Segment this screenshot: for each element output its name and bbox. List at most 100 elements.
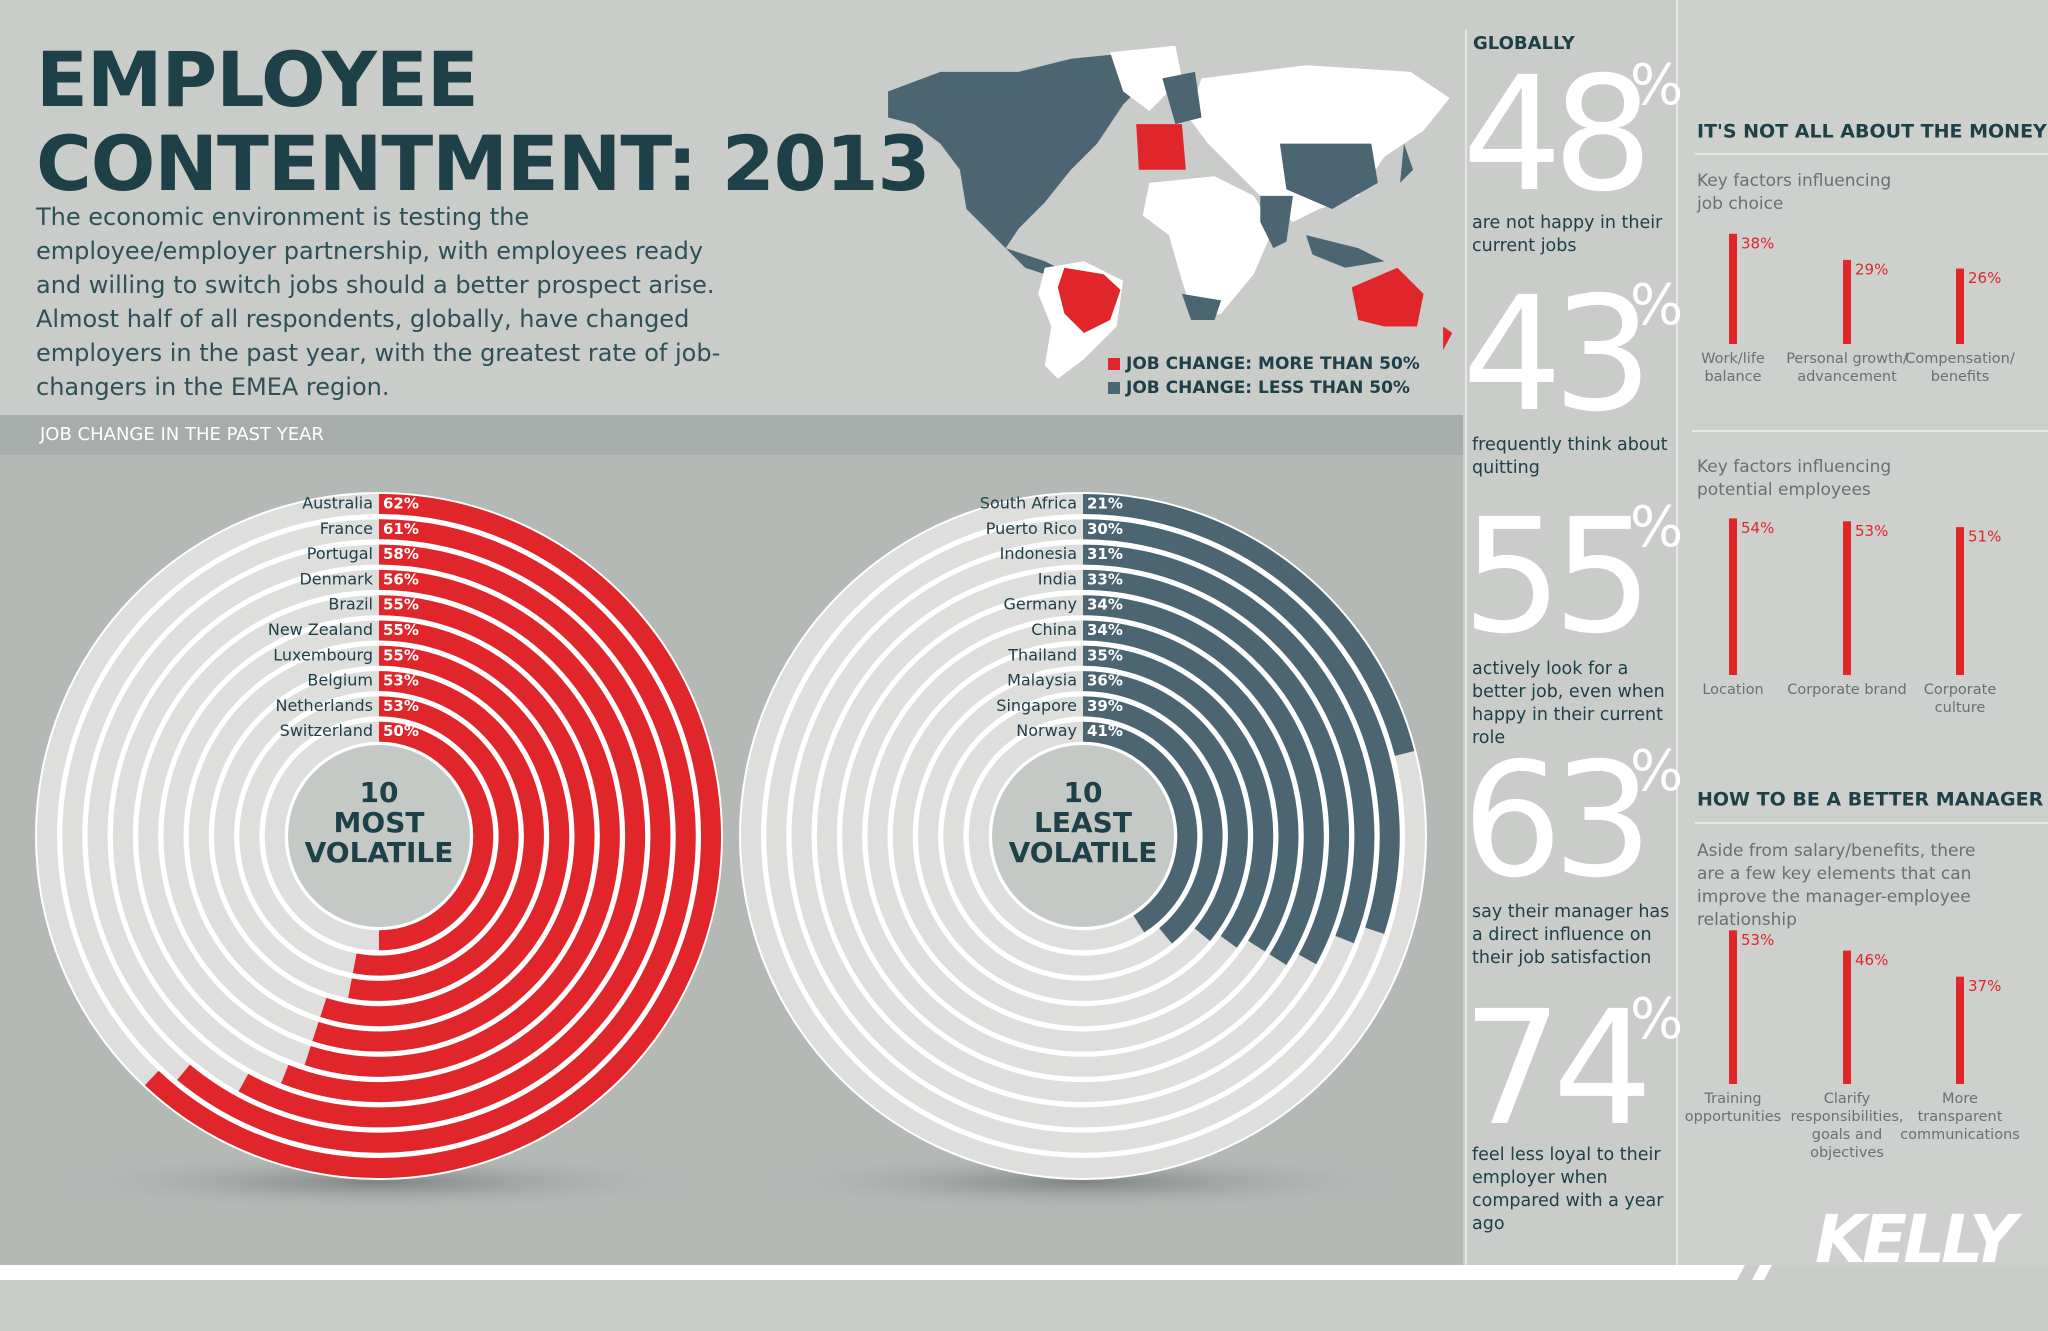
south-africa [1181, 293, 1222, 320]
ring-bar [1082, 595, 1324, 966]
ring-bar [378, 721, 494, 951]
value-label: 58% [383, 545, 419, 563]
chart-subtitle: Aside from salary/benefits, there are a … [1697, 841, 1976, 930]
right-panel [1677, 0, 2048, 1265]
title-line: EMPLOYEE [36, 35, 479, 124]
value-label: 31% [1087, 545, 1123, 563]
globally-title: GLOBALLY [1473, 33, 1576, 54]
europe [1136, 124, 1186, 170]
category-label: Malaysia [1007, 671, 1077, 690]
world-map [888, 45, 1453, 379]
value-label: 46% [1855, 951, 1888, 969]
category-label: Australia [302, 494, 373, 513]
center-label: VOLATILE [1009, 836, 1158, 869]
ring-bar [1082, 569, 1350, 965]
stripe [1752, 1265, 1772, 1280]
stat-text: actively look for a better job, even whe… [1472, 659, 1665, 748]
value-label: 26% [1968, 269, 2001, 287]
intro: The economic environment is testing the … [36, 203, 721, 401]
bar [1729, 518, 1737, 675]
ring-bar [1082, 671, 1248, 942]
value-label: 21% [1087, 495, 1123, 513]
value-label: 53% [383, 697, 419, 715]
chart-subtitle: Key factors influencing potential employ… [1697, 457, 1892, 500]
category-label: Puerto Rico [986, 519, 1077, 538]
ring-bar [1082, 696, 1223, 944]
new-zealand [1443, 326, 1453, 351]
value-label: 62% [383, 495, 419, 513]
legend-swatch [1108, 382, 1120, 394]
stat-text: are not happy in their current jobs [1472, 213, 1663, 256]
chart-subtitle: Key factors influencing job choice [1697, 171, 1892, 214]
ring-bar [1082, 519, 1400, 934]
stat-unit: % [1630, 273, 1683, 338]
category-label: New Zealand [268, 620, 373, 639]
greenland [1110, 45, 1182, 112]
center-label: 10 [1064, 776, 1103, 809]
category-label: Personal growth/ advancement [1786, 351, 1908, 385]
value-label: 39% [1087, 697, 1123, 715]
category-label: Thailand [1007, 645, 1077, 664]
india [1260, 195, 1293, 249]
value-label: 55% [383, 621, 419, 639]
bar [1843, 521, 1851, 675]
category-label: Netherlands [275, 696, 373, 715]
value-label: 56% [383, 570, 419, 588]
ring-bar [1082, 721, 1198, 933]
category-label: South Africa [980, 494, 1077, 513]
value-label: 54% [1741, 519, 1774, 537]
value-label: 55% [383, 596, 419, 614]
legend-label: JOB CHANGE: MORE THAN 50% [1125, 354, 1420, 374]
bar [1729, 930, 1737, 1084]
logo: KELLY [1815, 1201, 2023, 1278]
category-label: Switzerland [280, 721, 373, 740]
ring-bar [304, 595, 620, 1077]
ring-bar [312, 620, 595, 1052]
value-label: 41% [1087, 722, 1123, 740]
bar [1843, 950, 1851, 1084]
china [1279, 143, 1378, 209]
australia [1351, 267, 1424, 327]
center-label: VOLATILE [305, 836, 454, 869]
category-label: Work/life balance [1701, 351, 1765, 385]
bar [1956, 268, 1964, 344]
africa [1142, 176, 1274, 320]
bar [1843, 259, 1851, 344]
value-label: 53% [1741, 931, 1774, 949]
stripe [0, 1265, 1745, 1280]
value-label: 30% [1087, 520, 1123, 538]
section-band [0, 415, 1463, 455]
category-label: Location [1702, 682, 1764, 698]
value-label: 51% [1968, 528, 2001, 546]
category-label: Singapore [996, 696, 1077, 715]
center-label: MOST [334, 806, 425, 839]
shadow [753, 1152, 1413, 1212]
legend-label: JOB CHANGE: LESS THAN 50% [1125, 378, 1410, 398]
north-america [888, 52, 1150, 249]
stat-text: frequently think about quitting [1472, 435, 1668, 478]
value-label: 55% [383, 646, 419, 664]
value-label: 38% [1741, 234, 1774, 252]
center-label: LEAST [1034, 806, 1132, 839]
value-label: 50% [383, 722, 419, 740]
stat-text: feel less loyal to their employer when c… [1472, 1145, 1664, 1234]
ring-bar [1082, 645, 1274, 948]
ring-bar [1082, 494, 1415, 756]
category-label: France [320, 519, 373, 538]
brazil [1057, 267, 1121, 334]
ring-bar [144, 494, 721, 1178]
value-label: 53% [1855, 522, 1888, 540]
category-label: Germany [1003, 595, 1077, 614]
category-label: Corporate culture [1923, 682, 1997, 716]
scandinavia [1162, 71, 1202, 125]
category-label: India [1038, 569, 1077, 588]
stat-unit: % [1630, 495, 1683, 560]
category-label: Belgium [307, 671, 373, 690]
value-label: 53% [383, 672, 419, 690]
ring-bar [348, 671, 544, 1001]
bar [1729, 233, 1737, 344]
category-label: Brazil [328, 595, 373, 614]
bar [1956, 976, 1964, 1084]
ring-bar [281, 569, 646, 1103]
